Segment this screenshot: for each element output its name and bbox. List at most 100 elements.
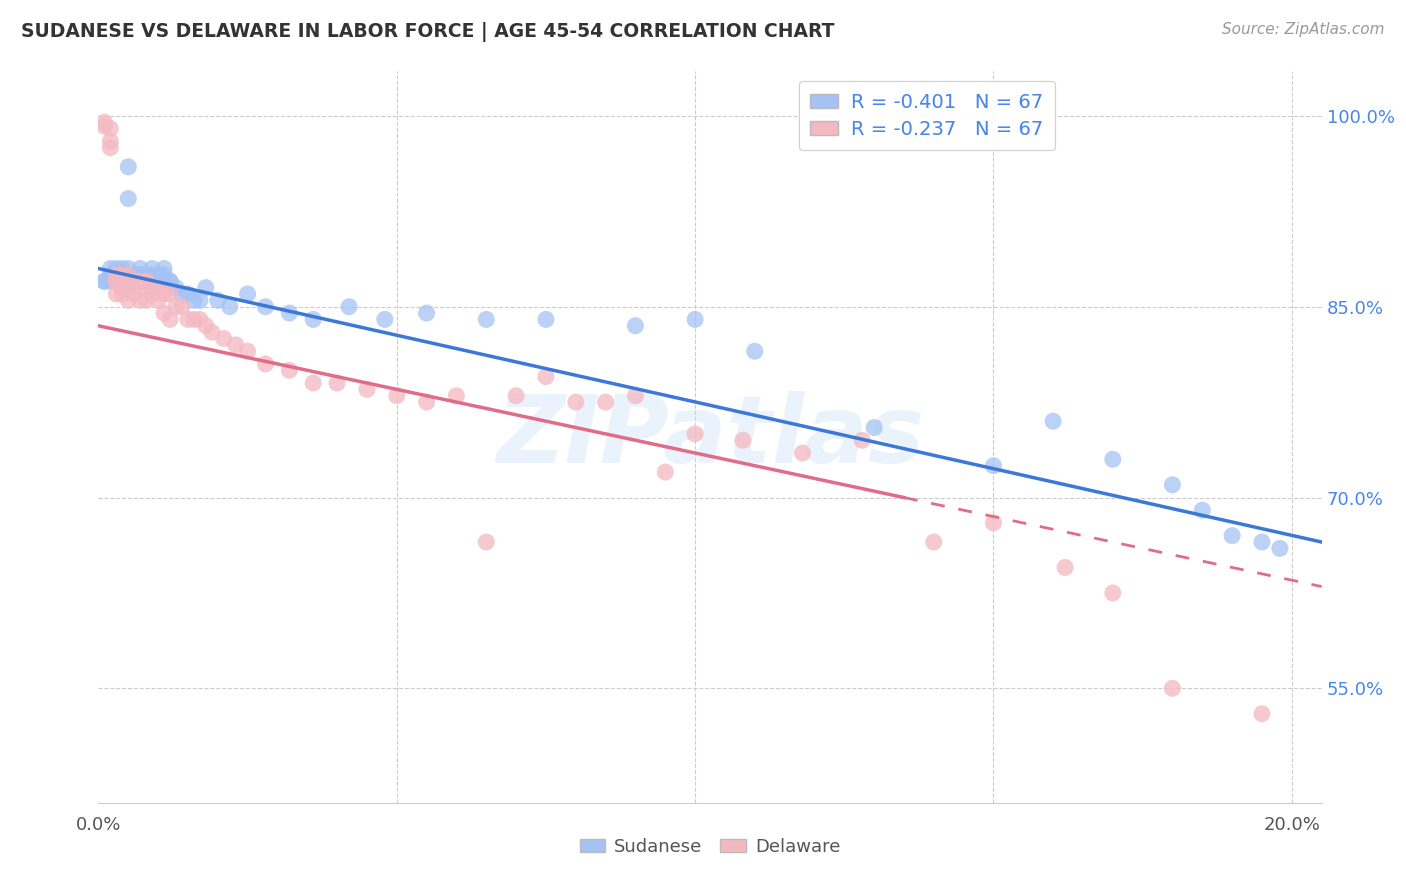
Point — [98, 268, 121, 282]
Point — [105, 274, 128, 288]
Point — [165, 300, 187, 314]
Point — [117, 192, 139, 206]
Point — [105, 268, 128, 282]
Point — [415, 395, 437, 409]
Point — [159, 274, 181, 288]
Point — [1161, 681, 1184, 696]
Point — [624, 318, 647, 333]
Point — [683, 426, 706, 441]
Point — [731, 434, 754, 448]
Point — [218, 300, 240, 314]
Point — [117, 293, 139, 308]
Point — [105, 274, 128, 288]
Point — [194, 280, 217, 294]
Point — [212, 331, 235, 345]
Point — [93, 119, 115, 133]
Point — [326, 376, 349, 390]
Point — [1054, 560, 1077, 574]
Text: ZIPatlas: ZIPatlas — [496, 391, 924, 483]
Point — [122, 274, 145, 288]
Point — [1191, 503, 1213, 517]
Point — [1251, 535, 1274, 549]
Point — [254, 357, 277, 371]
Point — [98, 121, 121, 136]
Point — [1101, 452, 1123, 467]
Point — [135, 274, 157, 288]
Point — [683, 312, 706, 326]
Text: Source: ZipAtlas.com: Source: ZipAtlas.com — [1222, 22, 1385, 37]
Point — [117, 274, 139, 288]
Point — [105, 261, 128, 276]
Point — [98, 274, 121, 288]
Point — [236, 344, 259, 359]
Point — [98, 134, 121, 148]
Point — [122, 274, 145, 288]
Point — [146, 293, 169, 308]
Point — [446, 389, 468, 403]
Point — [105, 274, 128, 288]
Point — [183, 293, 205, 308]
Point — [153, 261, 176, 276]
Point — [153, 287, 176, 301]
Point — [159, 287, 181, 301]
Point — [117, 160, 139, 174]
Point — [183, 312, 205, 326]
Point — [117, 261, 139, 276]
Point — [135, 268, 157, 282]
Legend: Sudanese, Delaware: Sudanese, Delaware — [572, 830, 848, 863]
Point — [1251, 706, 1274, 721]
Point — [337, 300, 360, 314]
Point — [207, 293, 229, 308]
Point — [983, 516, 1005, 530]
Point — [122, 287, 145, 301]
Point — [177, 287, 200, 301]
Point — [153, 268, 176, 282]
Point — [1220, 529, 1243, 543]
Point — [98, 261, 121, 276]
Point — [624, 389, 647, 403]
Point — [983, 458, 1005, 473]
Point — [117, 280, 139, 294]
Point — [129, 274, 152, 288]
Text: SUDANESE VS DELAWARE IN LABOR FORCE | AGE 45-54 CORRELATION CHART: SUDANESE VS DELAWARE IN LABOR FORCE | AG… — [21, 22, 835, 42]
Point — [170, 287, 193, 301]
Point — [165, 280, 187, 294]
Point — [505, 389, 527, 403]
Point — [565, 395, 588, 409]
Point — [93, 274, 115, 288]
Point — [111, 261, 134, 276]
Point — [1268, 541, 1291, 556]
Point — [111, 274, 134, 288]
Point — [922, 535, 945, 549]
Point — [141, 261, 163, 276]
Point — [177, 312, 200, 326]
Point — [1042, 414, 1064, 428]
Point — [225, 338, 247, 352]
Point — [792, 446, 814, 460]
Point — [188, 293, 211, 308]
Point — [141, 287, 163, 301]
Point — [111, 287, 134, 301]
Point — [385, 389, 408, 403]
Point — [863, 420, 886, 434]
Point — [744, 344, 766, 359]
Point — [129, 261, 152, 276]
Point — [122, 268, 145, 282]
Point — [475, 312, 498, 326]
Point — [201, 325, 224, 339]
Point — [122, 274, 145, 288]
Point — [159, 312, 181, 326]
Point — [153, 306, 176, 320]
Point — [141, 280, 163, 294]
Point — [302, 312, 325, 326]
Point — [188, 312, 211, 326]
Point — [135, 274, 157, 288]
Point — [117, 280, 139, 294]
Point — [146, 280, 169, 294]
Point — [374, 312, 396, 326]
Point — [122, 268, 145, 282]
Point — [129, 293, 152, 308]
Point — [1161, 477, 1184, 491]
Point — [141, 274, 163, 288]
Point — [534, 312, 557, 326]
